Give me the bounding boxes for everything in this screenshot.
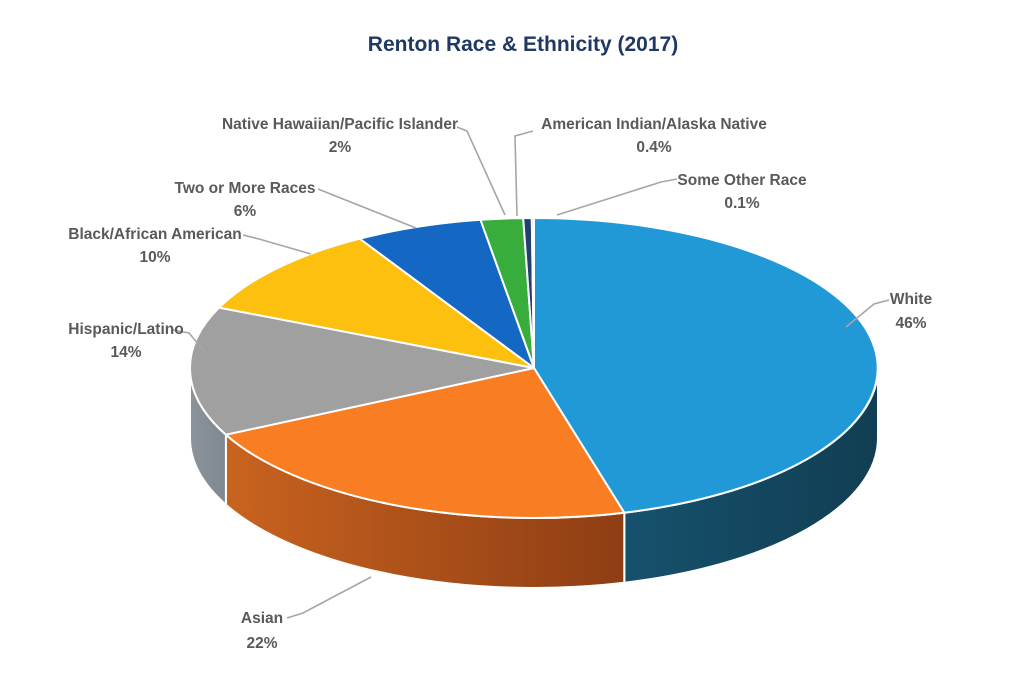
leader-line-two-or-more-races bbox=[317, 188, 417, 229]
slice-value-some-other-race: 0.1% bbox=[724, 195, 760, 212]
pie-top-faces bbox=[189, 216, 879, 519]
leader-line-white bbox=[845, 299, 890, 328]
slice-value-two-or-more-races: 6% bbox=[234, 203, 257, 220]
slice-label-american-indian-alaska-native: American Indian/Alaska Native bbox=[541, 116, 767, 133]
pie-slice-hispanic-latino bbox=[189, 306, 535, 436]
slice-value-asian: 22% bbox=[246, 635, 277, 652]
slice-label-asian: Asian bbox=[241, 610, 283, 627]
chart-title: Renton Race & Ethnicity (2017) bbox=[368, 33, 678, 56]
leader-line-some-other-race bbox=[556, 178, 678, 216]
slice-labels: White 46% Asian 22% Hispanic/Latino 14% Black/… bbox=[68, 116, 932, 652]
leader-line-native-hawaiian-pacific-islander bbox=[456, 126, 506, 216]
leader-line-american-indian-alaska-native bbox=[514, 130, 534, 217]
pie-slice-asian bbox=[224, 367, 626, 519]
pie-slice-two-or-more-races bbox=[358, 218, 535, 369]
slice-label-white: White bbox=[890, 291, 933, 308]
leader-line-asian bbox=[286, 576, 372, 619]
leader-lines bbox=[172, 126, 890, 619]
slice-label-native-hawaiian-pacific-islander: Native Hawaiian/Pacific Islander bbox=[222, 116, 458, 133]
leader-line-black-african-american bbox=[242, 234, 312, 255]
slice-value-native-hawaiian-pacific-islander: 2% bbox=[329, 139, 352, 156]
slice-value-hispanic-latino: 14% bbox=[110, 344, 141, 361]
slice-label-hispanic-latino: Hispanic/Latino bbox=[68, 321, 183, 338]
pie-slice-black-african-american bbox=[218, 237, 535, 369]
slice-value-american-indian-alaska-native: 0.4% bbox=[636, 139, 672, 156]
pie-slice-some-other-race bbox=[530, 216, 535, 369]
slice-value-white: 46% bbox=[895, 315, 926, 332]
leader-line-hispanic-latino bbox=[172, 329, 206, 353]
slice-label-some-other-race: Some Other Race bbox=[677, 172, 807, 189]
slice-value-black-african-american: 10% bbox=[139, 249, 170, 266]
slice-label-two-or-more-races: Two or More Races bbox=[175, 180, 316, 197]
slice-label-black-african-american: Black/African American bbox=[68, 226, 241, 243]
pie-slice-white bbox=[533, 217, 879, 514]
